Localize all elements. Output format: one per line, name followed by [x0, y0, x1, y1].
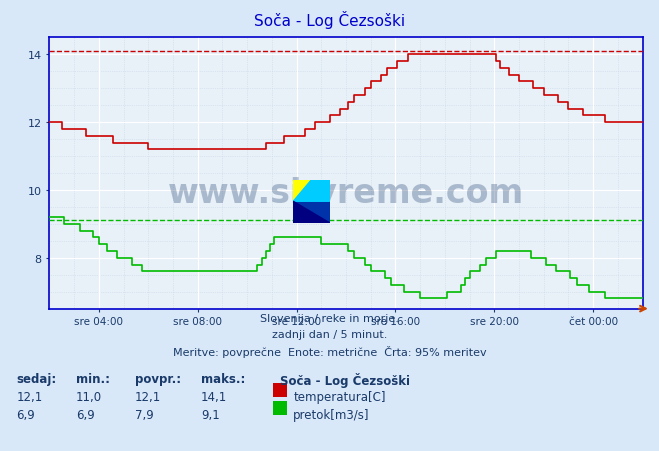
Text: temperatura[C]: temperatura[C] — [293, 390, 386, 403]
Polygon shape — [293, 202, 330, 223]
Text: pretok[m3/s]: pretok[m3/s] — [293, 408, 370, 421]
Text: zadnji dan / 5 minut.: zadnji dan / 5 minut. — [272, 329, 387, 339]
Text: Meritve: povprečne  Enote: metrične  Črta: 95% meritev: Meritve: povprečne Enote: metrične Črta:… — [173, 345, 486, 357]
Text: 11,0: 11,0 — [76, 390, 102, 403]
Text: sedaj:: sedaj: — [16, 372, 57, 385]
Text: www.si-vreme.com: www.si-vreme.com — [168, 176, 524, 209]
Text: 6,9: 6,9 — [76, 408, 94, 421]
Text: 14,1: 14,1 — [201, 390, 227, 403]
Text: maks.:: maks.: — [201, 372, 245, 385]
Text: 7,9: 7,9 — [135, 408, 154, 421]
Text: Soča - Log Čezsoški: Soča - Log Čezsoški — [254, 11, 405, 29]
Text: 9,1: 9,1 — [201, 408, 219, 421]
Polygon shape — [293, 180, 330, 223]
Text: 12,1: 12,1 — [135, 390, 161, 403]
Text: min.:: min.: — [76, 372, 110, 385]
Text: 6,9: 6,9 — [16, 408, 35, 421]
Polygon shape — [293, 180, 330, 202]
Text: 12,1: 12,1 — [16, 390, 43, 403]
Text: povpr.:: povpr.: — [135, 372, 181, 385]
Text: Slovenija / reke in morje.: Slovenija / reke in morje. — [260, 313, 399, 323]
Text: Soča - Log Čezsoški: Soča - Log Čezsoški — [280, 372, 410, 387]
Polygon shape — [293, 180, 312, 202]
